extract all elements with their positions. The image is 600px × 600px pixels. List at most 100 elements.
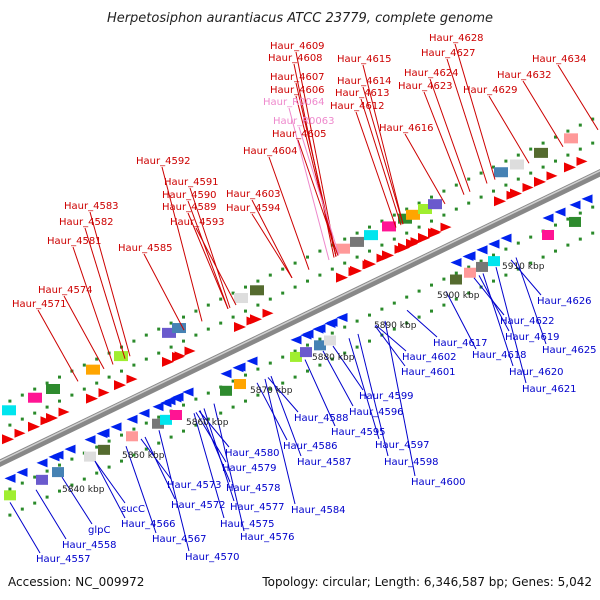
gene-label[interactable]: sucC — [121, 504, 145, 515]
gene-box — [569, 216, 581, 227]
gene-label[interactable]: Haur_4607 — [270, 72, 325, 83]
reverse-gene-arrow — [569, 200, 581, 210]
gene-label[interactable]: Haur_4573 — [167, 480, 222, 491]
gene-label[interactable]: Haur_4582 — [59, 217, 114, 228]
gene-label[interactable]: Haur_4558 — [62, 540, 117, 551]
gene-label[interactable]: Haur_4615 — [337, 54, 392, 65]
gene-label[interactable]: Haur_4597 — [375, 440, 430, 451]
gene-label[interactable]: Haur_4578 — [226, 483, 281, 494]
tick-dot — [454, 207, 458, 211]
gene-label[interactable]: Haur_4604 — [243, 146, 298, 157]
gene-label[interactable]: Haur_4629 — [463, 85, 518, 96]
tick-dot — [578, 211, 582, 215]
gene-label[interactable]: Haur_4605 — [272, 129, 327, 140]
gene-label[interactable]: Haur_4595 — [331, 427, 386, 438]
gene-box — [488, 256, 500, 267]
gene-label[interactable]: Haur_4626 — [537, 296, 592, 307]
gene-label[interactable]: Haur_4581 — [47, 236, 102, 247]
tick-dot — [504, 247, 508, 251]
gene-label[interactable]: Haur_4593 — [170, 217, 225, 228]
gene-label[interactable]: Haur_4594 — [226, 203, 281, 214]
gene-label[interactable]: Haur_4616 — [379, 123, 434, 134]
gene-box — [336, 243, 350, 254]
gene-label[interactable]: Haur_4618 — [472, 350, 527, 361]
gene-label[interactable]: Haur_4591 — [164, 177, 219, 188]
tick-dot — [194, 333, 198, 337]
gene-label[interactable]: Haur_4601 — [401, 367, 456, 378]
gene-label[interactable]: Haur_4580 — [225, 448, 280, 459]
leader-line — [195, 227, 237, 306]
gene-label[interactable]: Haur_4574 — [38, 285, 93, 296]
tick-dot — [392, 237, 396, 241]
tick-dot — [405, 321, 409, 325]
tick-dot — [132, 339, 136, 343]
gene-label[interactable]: Haur_4609 — [270, 41, 325, 52]
gene-label[interactable]: Haur_4608 — [268, 53, 323, 64]
gene-label[interactable]: Haur_4634 — [532, 54, 587, 65]
gene-label[interactable]: Haur_4624 — [404, 68, 459, 79]
tick-dot — [566, 129, 570, 133]
gene-label[interactable]: Haur_4572 — [171, 500, 226, 511]
gene-label[interactable]: Haur_4590 — [162, 190, 217, 201]
gene-label[interactable]: Haur_4585 — [118, 243, 173, 254]
tick-dot — [318, 273, 322, 277]
gene-label[interactable]: Haur_4622 — [500, 316, 555, 327]
gene-label[interactable]: Haur_4621 — [522, 384, 577, 395]
rna-label[interactable]: Haur_R0064 — [263, 97, 325, 108]
gene-label[interactable]: Haur_4579 — [222, 463, 277, 474]
gene-label[interactable]: Haur_4599 — [359, 391, 414, 402]
forward-gene-arrow — [162, 356, 174, 367]
tick-dot — [132, 453, 136, 457]
rna-label[interactable]: Haur_R0063 — [273, 116, 335, 127]
gene-label[interactable]: Haur_4592 — [136, 156, 191, 167]
gene-label[interactable]: glpC — [88, 525, 110, 536]
forward-gene-arrow — [114, 380, 126, 391]
gene-label[interactable]: Haur_4567 — [152, 534, 207, 545]
reverse-gene-arrow — [476, 245, 488, 255]
leader-line — [256, 382, 288, 441]
gene-label[interactable]: Haur_4575 — [220, 519, 275, 530]
gene-label[interactable]: Haur_4588 — [294, 413, 349, 424]
gene-label[interactable]: Haur_4598 — [384, 457, 439, 468]
gene-label[interactable]: Haur_4614 — [337, 76, 392, 87]
gene-label[interactable]: Haur_4571 — [12, 299, 67, 310]
gene-label[interactable]: Haur_4587 — [297, 457, 352, 468]
gene-label[interactable]: Haur_4603 — [226, 189, 281, 200]
reverse-gene-arrow — [84, 435, 96, 445]
forward-gene-arrow — [564, 162, 576, 173]
gene-label[interactable]: Haur_4620 — [509, 367, 564, 378]
gene-label[interactable]: Haur_4557 — [36, 554, 91, 565]
gene-label[interactable]: Haur_4570 — [185, 552, 240, 563]
gene-label[interactable]: Haur_4576 — [240, 532, 295, 543]
gene-label[interactable]: Haur_4602 — [402, 352, 457, 363]
gene-label[interactable]: Haur_4617 — [433, 338, 488, 349]
gene-label[interactable]: Haur_4589 — [162, 202, 217, 213]
tick-dot — [330, 267, 334, 271]
gene-label[interactable]: Haur_4583 — [64, 201, 119, 212]
gene-label[interactable]: Haur_4625 — [542, 345, 597, 356]
gene-label[interactable]: Haur_4596 — [349, 407, 404, 418]
tick-dot — [442, 303, 446, 307]
gene-label[interactable]: Haur_4586 — [283, 441, 338, 452]
reverse-gene-arrow — [16, 467, 28, 477]
gene-label[interactable]: Haur_4627 — [421, 48, 476, 59]
gene-label[interactable]: Haur_4619 — [505, 332, 560, 343]
gene-label[interactable]: Haur_4612 — [330, 101, 385, 112]
gene-label[interactable]: Haur_4632 — [497, 70, 552, 81]
gene-label[interactable]: Haur_4584 — [291, 505, 346, 516]
gene-label[interactable]: Haur_4577 — [230, 502, 285, 513]
tick-dot — [578, 147, 582, 151]
tick-dot — [132, 427, 136, 431]
gene-label[interactable]: Haur_4623 — [398, 81, 453, 92]
tick-dot — [219, 411, 223, 415]
gene-label[interactable]: Haur_4566 — [121, 519, 176, 530]
forward-gene-arrow — [440, 222, 452, 232]
gene-label[interactable]: Haur_4600 — [411, 477, 466, 488]
reverse-gene-arrow — [542, 213, 554, 223]
tick-dot — [268, 297, 272, 301]
gene-label[interactable]: Haur_4606 — [270, 85, 325, 96]
gene-label[interactable]: Haur_4628 — [429, 33, 484, 44]
kbp-label-5840: 5840 kbp — [62, 485, 105, 495]
tick-dot — [330, 357, 334, 361]
gene-label[interactable]: Haur_4613 — [335, 88, 390, 99]
